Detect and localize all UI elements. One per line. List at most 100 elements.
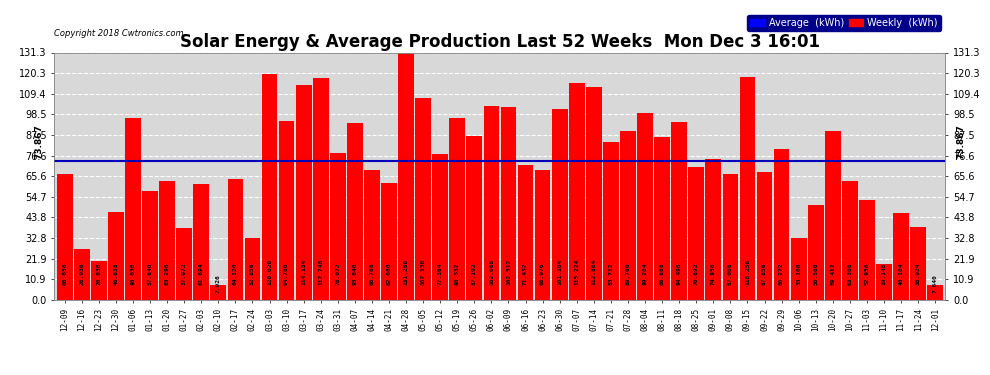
Text: 115.224: 115.224	[574, 259, 579, 285]
Text: Copyright 2018 Cwtronics.com: Copyright 2018 Cwtronics.com	[54, 28, 184, 38]
Bar	[176, 228, 192, 300]
Text: 66.856: 66.856	[62, 262, 67, 285]
Text: 20.838: 20.838	[96, 262, 101, 285]
Text: 89.760: 89.760	[626, 262, 631, 285]
Text: 77.364: 77.364	[438, 262, 443, 285]
Bar	[91, 261, 107, 300]
Text: 50.560: 50.560	[813, 262, 818, 285]
Bar	[415, 98, 431, 300]
Text: 78.072: 78.072	[336, 262, 341, 285]
Bar	[859, 200, 875, 300]
Text: 7.840: 7.840	[933, 274, 938, 292]
Bar	[774, 149, 789, 300]
Bar	[791, 238, 807, 300]
Text: 73.867: 73.867	[956, 124, 965, 159]
Text: 89.412: 89.412	[831, 262, 836, 285]
Legend: Average  (kWh), Weekly  (kWh): Average (kWh), Weekly (kWh)	[747, 15, 940, 31]
Text: 112.864: 112.864	[591, 259, 596, 285]
Bar	[723, 174, 739, 300]
Bar	[159, 181, 175, 300]
Text: 26.936: 26.936	[79, 262, 84, 285]
Bar	[535, 170, 550, 300]
Text: 114.184: 114.184	[301, 259, 306, 285]
Bar	[398, 53, 414, 300]
Bar	[381, 183, 397, 300]
Text: 83.712: 83.712	[609, 262, 614, 285]
Text: 67.856: 67.856	[762, 262, 767, 285]
Bar	[740, 77, 755, 300]
Text: 46.104: 46.104	[899, 262, 904, 285]
Bar	[364, 170, 380, 300]
Text: 96.332: 96.332	[454, 262, 459, 285]
Text: 52.956: 52.956	[864, 262, 869, 285]
Bar	[125, 118, 141, 300]
Text: 74.956: 74.956	[711, 262, 716, 285]
Text: 68.768: 68.768	[369, 262, 374, 285]
Text: 57.640: 57.640	[148, 262, 152, 285]
Bar	[756, 172, 772, 300]
Text: 94.780: 94.780	[284, 262, 289, 285]
Bar	[910, 226, 926, 300]
Text: 63.308: 63.308	[847, 262, 852, 285]
Text: 86.668: 86.668	[659, 262, 664, 285]
Bar	[518, 165, 534, 300]
Text: 99.204: 99.204	[643, 262, 647, 285]
Text: 73.867: 73.867	[35, 124, 44, 159]
Bar	[330, 153, 346, 300]
Text: 61.694: 61.694	[199, 262, 204, 285]
Bar	[449, 118, 465, 300]
Bar	[551, 110, 567, 300]
Bar	[501, 107, 517, 300]
Bar	[433, 154, 448, 300]
Text: 46.638: 46.638	[114, 262, 119, 285]
Text: 7.926: 7.926	[216, 274, 221, 292]
Text: 93.840: 93.840	[352, 262, 357, 285]
Text: 80.272: 80.272	[779, 262, 784, 285]
Text: 87.192: 87.192	[472, 262, 477, 285]
Bar	[671, 122, 687, 300]
Text: 131.280: 131.280	[404, 259, 409, 285]
Text: 32.856: 32.856	[249, 262, 255, 285]
Bar	[193, 184, 209, 300]
Text: 102.968: 102.968	[489, 259, 494, 285]
Text: 64.120: 64.120	[233, 262, 238, 285]
Text: 71.432: 71.432	[523, 262, 528, 285]
Text: 101.104: 101.104	[557, 259, 562, 285]
Bar	[466, 136, 482, 300]
Text: 102.512: 102.512	[506, 259, 511, 285]
Bar	[245, 238, 260, 300]
Text: 67.008: 67.008	[728, 262, 733, 285]
Bar	[74, 249, 90, 300]
Text: 117.748: 117.748	[318, 259, 323, 285]
Text: 120.020: 120.020	[267, 259, 272, 285]
Bar	[706, 159, 721, 300]
Bar	[143, 191, 157, 300]
Bar	[603, 142, 619, 300]
Text: 37.972: 37.972	[182, 262, 187, 285]
Bar	[825, 132, 841, 300]
Bar	[261, 74, 277, 300]
Text: 38.924: 38.924	[916, 262, 921, 285]
Bar	[228, 179, 244, 300]
Text: 62.080: 62.080	[386, 262, 391, 285]
Text: 68.976: 68.976	[541, 262, 545, 285]
Bar	[569, 83, 585, 300]
Bar	[483, 106, 499, 300]
Title: Solar Energy & Average Production Last 52 Weeks  Mon Dec 3 16:01: Solar Energy & Average Production Last 5…	[180, 33, 820, 51]
Bar	[347, 123, 362, 300]
Text: 63.296: 63.296	[164, 262, 169, 285]
Text: 107.136: 107.136	[421, 259, 426, 285]
Text: 94.496: 94.496	[677, 262, 682, 285]
Bar	[313, 78, 329, 300]
Bar	[876, 264, 892, 300]
Text: 33.100: 33.100	[796, 262, 801, 285]
Bar	[842, 181, 857, 300]
Bar	[893, 213, 909, 300]
Bar	[56, 174, 72, 300]
Bar	[586, 87, 602, 300]
Bar	[654, 136, 670, 300]
Bar	[808, 205, 824, 300]
Bar	[620, 131, 636, 300]
Bar	[928, 285, 943, 300]
Bar	[108, 212, 124, 300]
